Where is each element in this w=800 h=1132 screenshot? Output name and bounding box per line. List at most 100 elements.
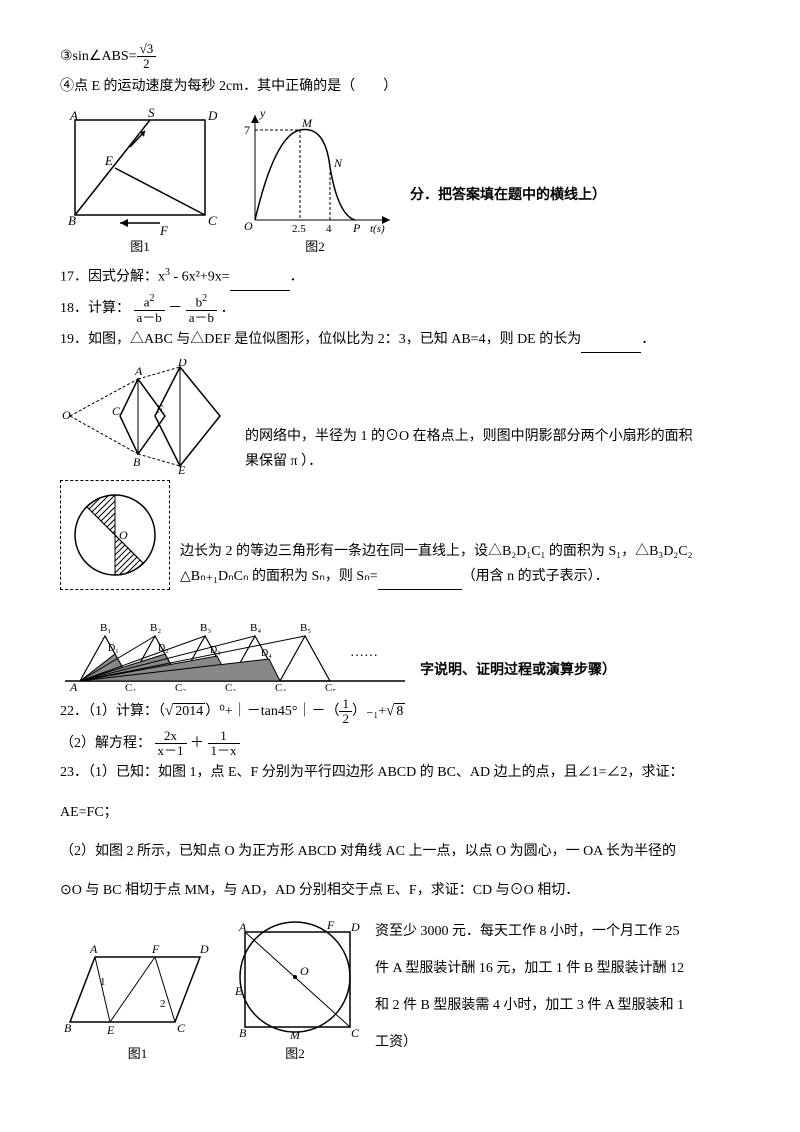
svg-text:C₅: C₅ (325, 682, 336, 691)
question-18: 18．计算： a2a－b － b2a－b ． (60, 293, 740, 325)
svg-text:N: N (333, 156, 343, 170)
svg-text:C₁: C₁ (125, 682, 136, 691)
q22a-half: 12 (339, 697, 352, 727)
svg-text:O: O (62, 408, 71, 422)
q21-blank (378, 564, 462, 590)
figure-23-2: A F D O E B M C 图2 (225, 917, 365, 1065)
question-23-2b: ⊙O 与 BC 相切于点 MM，与 AD，AD 分别相交于点 E、F，求证：CD… (60, 878, 740, 903)
fig23-2-svg: A F D O E B M C (225, 917, 365, 1042)
figure-row-2: A D O C F B E 的网络中，半径为 1 的⊙O 在格点上，则图中阴影部… (60, 359, 740, 474)
svg-text:D₂: D₂ (158, 643, 169, 654)
svg-text:C₄: C₄ (275, 682, 286, 691)
svg-text:C₂: C₂ (175, 682, 186, 691)
svg-text:B: B (239, 1026, 247, 1040)
svg-text:1: 1 (100, 976, 106, 988)
figure-row-4: B₁ B₂ B₃ B₄ B₅ D₁ D₂ D₃ D₄ A C₁ C₂ C₃ C₄… (60, 596, 740, 691)
svg-text:A: A (134, 364, 143, 378)
fig1-svg: A S D E B F C (60, 105, 220, 235)
equation-4: ④点 E 的运动速度为每秒 2cm．其中正确的是（ ） (60, 74, 740, 99)
question-23-2a: （2）如图 2 所示，已知点 O 为正方形 ABCD 对角线 AC 上一点，以点… (60, 839, 740, 864)
svg-text:C: C (112, 404, 121, 418)
q19-text: 19．如图，△ABC 与△DEF 是位似图形，位似比为 2：3，已知 AB=4，… (60, 332, 581, 347)
section-heading-solve: 字说明、证明过程或演算步骤） (420, 658, 616, 691)
svg-text:B₁: B₁ (100, 622, 111, 634)
question-23-1a: 23．（1）已知：如图 1，点 E、F 分别为平行四边形 ABCD 的 BC、A… (60, 760, 740, 785)
q19-blank (581, 327, 641, 353)
rt-a: 资至少 3000 元．每天工作 8 小时，一个月工作 25 (375, 919, 740, 944)
svg-text:C: C (208, 213, 217, 228)
figure-1: A S D E B F C 图1 (60, 105, 220, 258)
svg-text:O: O (119, 528, 128, 542)
fig2-caption: 图2 (230, 235, 400, 258)
svg-text:B₄: B₄ (250, 622, 261, 634)
figure-row-1: A S D E B F C 图1 y M N O 7 2.5 4 P (60, 105, 740, 258)
svg-text:C: C (177, 1021, 186, 1035)
question-23-1b: AE=FC； (60, 800, 740, 825)
svg-text:E: E (104, 153, 113, 168)
eq3-frac: √32 (137, 42, 157, 72)
svg-text:……: …… (350, 645, 378, 660)
svg-text:4: 4 (326, 223, 332, 235)
svg-text:F: F (326, 918, 335, 932)
txt20a: 的网络中，半径为 1 的⊙O 在格点上，则图中阴影部分两个小扇形的面积 (245, 424, 740, 449)
svg-text:y: y (259, 106, 266, 120)
rt-d: 工资） (375, 1030, 740, 1055)
q17-rest: - 6x²+9x= (170, 270, 230, 285)
q17-label: 17．因式分解：x (60, 270, 165, 285)
svg-text:A: A (69, 680, 78, 691)
svg-text:D: D (199, 942, 209, 956)
figure-row-5: A F D B E C 1 2 图1 A F D O E B M C 图2 资至… (60, 917, 740, 1065)
figure-20: O (60, 480, 170, 590)
svg-text:D: D (207, 108, 218, 123)
svg-text:E: E (177, 463, 186, 474)
svg-text:2: 2 (160, 998, 166, 1010)
svg-text:C₃: C₃ (225, 682, 236, 691)
question-19: 19．如图，△ABC 与△DEF 是位似图形，位似比为 2：3，已知 AB=4，… (60, 327, 740, 353)
svg-text:A: A (89, 942, 98, 956)
fig23-1-caption: 图1 (60, 1042, 215, 1065)
figure-19: A D O C F B E (60, 359, 235, 474)
fig1-caption: 图1 (60, 235, 220, 258)
svg-text:E: E (234, 984, 243, 998)
svg-text:M: M (301, 116, 313, 130)
question-22-2: （2）解方程： 2xx－1 ＋ 11－x (60, 729, 740, 759)
svg-text:M: M (289, 1028, 301, 1042)
svg-text:P: P (352, 221, 361, 235)
question-22-1: 22．（1）计算：（√2014）⁰+｜－tan45°｜－（12）₋₁+√8 (60, 697, 740, 727)
svg-text:B: B (68, 213, 76, 228)
section-heading-fill: 分．把答案填在题中的横线上） (410, 183, 606, 258)
svg-text:7: 7 (244, 123, 250, 137)
svg-text:2.5: 2.5 (292, 223, 306, 235)
figure-row-3: O 边长为 2 的等边三角形有一条边在同一直线上，设△B₂D₁C₁ 的面积为 S… (60, 480, 740, 590)
figure-21: B₁ B₂ B₃ B₄ B₅ D₁ D₂ D₃ D₄ A C₁ C₂ C₃ C₄… (60, 596, 410, 691)
svg-text:E: E (106, 1023, 115, 1037)
svg-text:A: A (238, 920, 247, 934)
svg-text:t(s): t(s) (370, 223, 385, 235)
q18-frac2: b2a－b (186, 293, 217, 325)
svg-text:O: O (244, 219, 253, 233)
svg-text:F: F (159, 223, 169, 235)
svg-text:D: D (177, 359, 187, 369)
eq3-prefix: ③sin∠ABS= (60, 49, 137, 64)
svg-text:D₁: D₁ (108, 643, 119, 654)
q22a-label: 22．（1）计算：（ (60, 704, 165, 719)
svg-text:S: S (148, 105, 155, 120)
q18-label: 18．计算： (60, 301, 130, 316)
svg-text:B: B (64, 1021, 72, 1035)
q22b-frac1: 2xx－1 (155, 729, 187, 759)
fig23-1-svg: A F D B E C 1 2 (60, 937, 215, 1042)
right-text-block: 资至少 3000 元．每天工作 8 小时，一个月工作 25 件 A 型服装计酬 … (375, 919, 740, 1066)
svg-text:D₄: D₄ (261, 648, 272, 659)
svg-text:C: C (351, 1026, 360, 1040)
fig2-svg: y M N O 7 2.5 4 P t(s) (230, 105, 400, 235)
q22b-frac2: 11－x (208, 729, 240, 759)
fig23-2-caption: 图2 (225, 1042, 365, 1065)
q17-blank (230, 265, 290, 291)
txt20b: 果保留 π ）． (245, 449, 740, 474)
fig20-svg: O (65, 485, 165, 585)
svg-text:F: F (155, 402, 164, 416)
svg-text:D: D (350, 920, 360, 934)
q18-frac1: a2a－b (134, 293, 165, 325)
text-20-block: 的网络中，半径为 1 的⊙O 在格点上，则图中阴影部分两个小扇形的面积 果保留 … (245, 424, 740, 474)
svg-text:B: B (133, 455, 141, 469)
